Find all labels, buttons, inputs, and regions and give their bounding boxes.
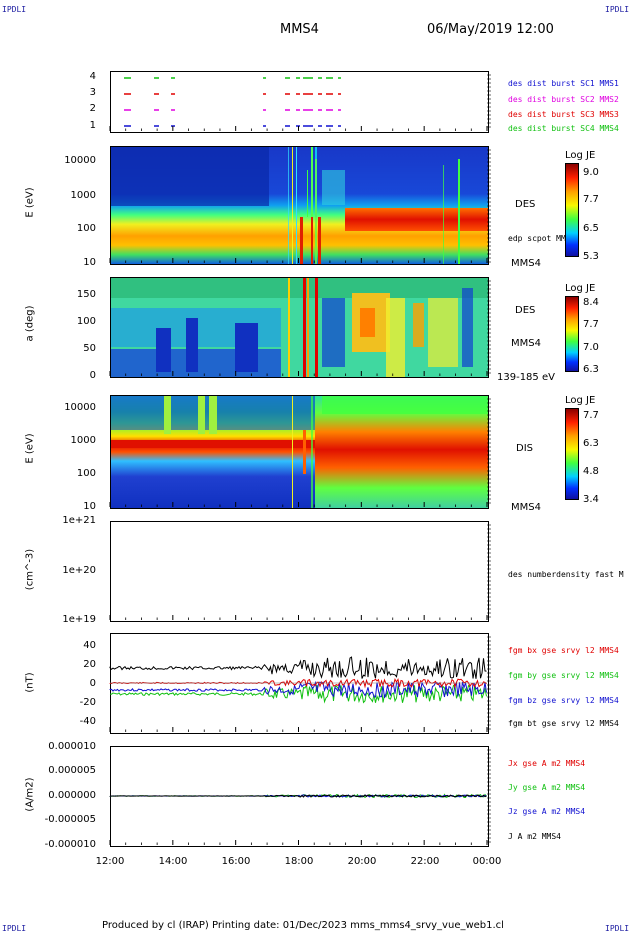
des-energy-species-label: DES xyxy=(515,199,536,210)
des-energy-sc-label: MMS4 xyxy=(511,258,541,269)
y-tick-label: 1e+21 xyxy=(62,515,96,526)
burst-label-mms1: des dist burst SC1 MMS1 xyxy=(508,79,619,88)
colorbar-title: Log JE xyxy=(565,283,596,294)
burst-label-mms2: des dist burst SC2 MMS2 xyxy=(508,95,619,104)
y-tick-label: 20 xyxy=(83,659,96,670)
corner-mark-top-left: IPDLI xyxy=(2,5,27,14)
colorbar-tick: 6.3 xyxy=(583,438,599,449)
y-tick-label: -0.000010 xyxy=(44,839,96,850)
fgm-by-label: fgm by gse srvy l2 MMS4 xyxy=(508,671,619,680)
colorbar-tick: 9.0 xyxy=(583,167,599,178)
burst-label-mms3: des dist burst SC3 MMS3 xyxy=(508,110,619,119)
y-tick-label: 0 xyxy=(89,370,96,381)
y-tick-label: 0.000005 xyxy=(48,765,96,776)
colorbar-tick: 5.3 xyxy=(583,251,599,262)
y-tick-label: 50 xyxy=(83,343,96,354)
burst-panel xyxy=(110,71,489,133)
y-tick-label: 10000 xyxy=(64,402,96,413)
y-tick-label: 1e+20 xyxy=(62,565,96,576)
current-jz-label: Jz gse A m2 MMS4 xyxy=(508,807,586,816)
x-tick-label: 18:00 xyxy=(284,856,314,867)
dis-energy-sc-label: MMS4 xyxy=(511,502,541,513)
y-tick-label: 10000 xyxy=(64,155,96,166)
des-pitch-species-label: DES xyxy=(515,305,536,316)
corner-mark-bottom-right: IPDLI xyxy=(605,924,630,933)
x-tick-label: 00:00 xyxy=(472,856,502,867)
colorbar-tick: 7.0 xyxy=(583,342,599,353)
y-tick-label: 0 xyxy=(89,678,96,689)
y-tick-label: 100 xyxy=(76,223,96,234)
y-tick-label: -40 xyxy=(79,716,96,727)
fgm-bz-trace xyxy=(109,680,487,699)
y-tick-label: 3 xyxy=(89,87,96,98)
x-tick-label: 22:00 xyxy=(410,856,440,867)
spacecraft-title: MMS4 xyxy=(280,22,319,37)
des-pitch-energy-range: 139-185 eV xyxy=(497,372,555,383)
y-tick-label: 4 xyxy=(89,71,96,82)
fgm-bx-trace xyxy=(109,677,487,689)
colorbar-tick: 3.4 xyxy=(583,494,599,505)
x-tick-label: 12:00 xyxy=(95,856,125,867)
burst-label-mms4: des dist burst SC4 MMS4 xyxy=(508,124,619,133)
colorbar-tick: 6.3 xyxy=(583,364,599,375)
y-tick-label: 0.000000 xyxy=(48,790,96,801)
colorbar-title: Log JE xyxy=(565,395,596,406)
y-tick-label: -0.000005 xyxy=(44,814,96,825)
des-pitch-sc-label: MMS4 xyxy=(511,338,541,349)
y-tick-label: 1000 xyxy=(70,190,96,201)
current-j-trace xyxy=(109,794,487,798)
colorbar-title: Log JE xyxy=(565,150,596,161)
y-tick-label: 0.000010 xyxy=(48,741,96,752)
y-tick-label: 1000 xyxy=(70,435,96,446)
y-tick-label: -20 xyxy=(79,697,96,708)
fgm-by-trace xyxy=(109,683,487,704)
y-tick-label: 1 xyxy=(89,120,96,131)
y-tick-label: 40 xyxy=(83,640,96,651)
des-energy-spectrogram xyxy=(110,146,489,265)
y-tick-label: 100 xyxy=(76,316,96,327)
fgm-bx-label: fgm bx gse srvy l2 MMS4 xyxy=(508,646,619,655)
des-pitch-spectrogram xyxy=(110,277,489,378)
x-tick-label: 14:00 xyxy=(158,856,188,867)
colorbar-tick: 7.7 xyxy=(583,410,599,421)
y-tick-label: 1e+19 xyxy=(62,614,96,625)
dis-energy-species-label: DIS xyxy=(516,443,533,454)
dis-energy-spectrogram xyxy=(110,395,489,509)
y-tick-label: 10 xyxy=(83,501,96,512)
corner-mark-top-right: IPDLI xyxy=(605,5,630,14)
colorbar-tick: 7.7 xyxy=(583,319,599,330)
des-pitch-colorbar xyxy=(565,296,579,372)
corner-mark-bottom-left: IPDLI xyxy=(2,924,27,933)
date-title: 06/May/2019 12:00 xyxy=(427,22,554,37)
density-panel xyxy=(110,521,489,622)
current-jy-label: Jy gse A m2 MMS4 xyxy=(508,783,586,792)
des-energy-colorbar xyxy=(565,163,579,257)
fgm-bt-trace xyxy=(109,656,487,679)
fgm-bz-label: fgm bz gse srvy l2 MMS4 xyxy=(508,696,619,705)
y-tick-label: 150 xyxy=(76,289,96,300)
x-tick-label: 20:00 xyxy=(347,856,377,867)
colorbar-tick: 6.5 xyxy=(583,223,599,234)
colorbar-tick: 7.7 xyxy=(583,194,599,205)
edp-scpot-label: edp scpot MMS4 xyxy=(508,234,576,243)
fgm-bt-label: fgm bt gse srvy l2 MMS4 xyxy=(508,719,619,728)
current-jx-label: Jx gse A m2 MMS4 xyxy=(508,759,586,768)
dis-energy-colorbar xyxy=(565,408,579,500)
colorbar-tick: 4.8 xyxy=(583,466,599,477)
y-tick-label: 100 xyxy=(76,468,96,479)
x-tick-label: 16:00 xyxy=(221,856,251,867)
density-series-label: des numberdensity fast M xyxy=(508,570,624,579)
y-tick-label: 2 xyxy=(89,103,96,114)
y-tick-label: 10 xyxy=(83,257,96,268)
current-j-label: J A m2 MMS4 xyxy=(508,832,561,841)
footer-credit: Produced by cl (IRAP) Printing date: 01/… xyxy=(102,920,504,931)
colorbar-tick: 8.4 xyxy=(583,297,599,308)
